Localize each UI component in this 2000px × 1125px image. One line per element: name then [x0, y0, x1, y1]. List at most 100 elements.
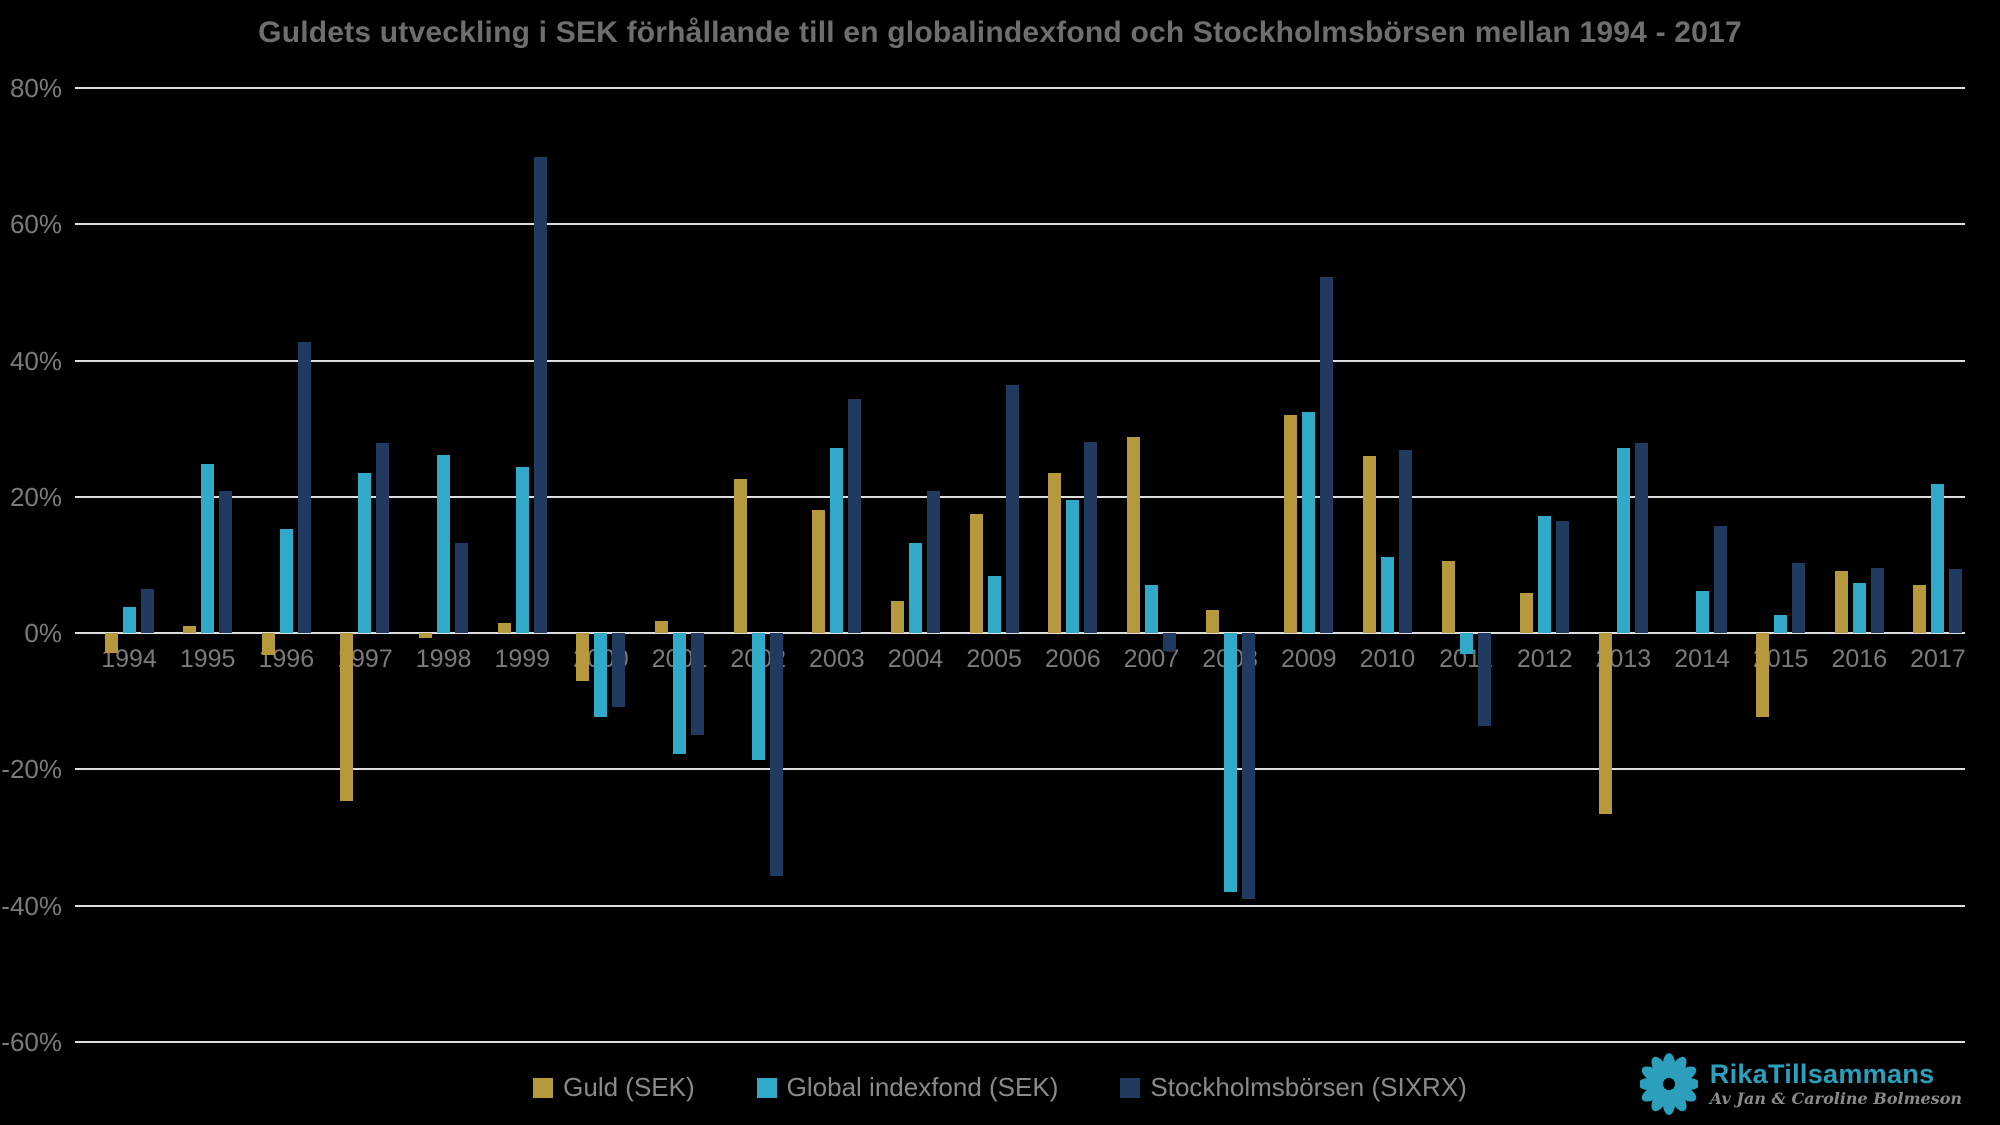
bar-navy-1997: [376, 442, 390, 633]
x-axis-label: 1994: [101, 645, 157, 673]
flower-icon: [1639, 1053, 1698, 1115]
y-axis-label: 0%: [24, 618, 62, 648]
brand-logo: RikaTillsammans Av Jan & Caroline Bolmes…: [1639, 1051, 1962, 1117]
x-axis-label: 1996: [258, 645, 315, 673]
x-axis-label: 2004: [887, 645, 944, 673]
bar-gold-2017: [1913, 585, 1927, 633]
bar-cyan-2008: [1223, 633, 1237, 892]
bar-cyan-2004: [909, 543, 922, 633]
x-axis-label: 1999: [494, 645, 551, 673]
bar-gold-1995: [183, 626, 197, 633]
bar-navy-2011: [1477, 633, 1491, 726]
x-axis-label: 1997: [337, 645, 393, 673]
y-axis-label: -20%: [1, 754, 62, 785]
legend-item-gold: Guld (SEK): [533, 1072, 695, 1103]
bar-navy-2013: [1634, 442, 1648, 633]
bar-gold-2000: [576, 633, 590, 681]
gridline: [75, 632, 1965, 634]
bar-navy-2000: [612, 633, 626, 708]
x-axis-label: 2014: [1674, 645, 1730, 673]
bar-navy-1999: [533, 157, 547, 633]
x-axis-label: 2005: [966, 645, 1022, 673]
bar-gold-2002: [733, 479, 747, 633]
gridline: [75, 768, 1965, 771]
chart-legend: Guld (SEK) Global indexfond (SEK) Stockhol…: [0, 1072, 2000, 1103]
bar-cyan-2015: [1774, 614, 1788, 633]
bar-cyan-2005: [987, 575, 1001, 633]
legend-label: Guld (SEK): [563, 1072, 695, 1102]
bar-gold-2006: [1048, 472, 1062, 633]
bar-gold-2013: [1598, 633, 1612, 815]
bar-navy-2006: [1084, 442, 1098, 633]
legend-item-cyan: Global indexfond (SEK): [756, 1072, 1059, 1103]
bar-navy-2010: [1398, 450, 1412, 633]
x-axis-label: 2009: [1280, 645, 1337, 673]
brand-tagline: Av Jan & Caroline Bolmeson: [1709, 1089, 1962, 1109]
x-axis-label: 2015: [1752, 645, 1809, 673]
y-axis-label: 20%: [9, 481, 62, 512]
x-axis-label: 1998: [415, 645, 472, 673]
bar-gold-1998: [419, 633, 433, 638]
bar-gold-2008: [1205, 609, 1219, 633]
bar-cyan-1994: [122, 607, 136, 633]
bar-cyan-2002: [751, 633, 765, 760]
bar-cyan-2011: [1459, 633, 1473, 655]
x-axis-label: 2003: [809, 645, 865, 673]
bar-navy-1994: [140, 588, 154, 633]
bar-cyan-2009: [1302, 411, 1316, 633]
bar-gold-1994: [104, 633, 118, 653]
y-axis-label: 40%: [9, 345, 62, 376]
chart-title: Guldets utveckling i SEK förhållande til…: [258, 16, 1742, 49]
bar-navy-2007: [1162, 633, 1176, 652]
bar-gold-2001: [655, 621, 669, 633]
bar-navy-2002: [769, 633, 783, 877]
x-axis-label: 1995: [179, 645, 236, 673]
bar-cyan-1995: [201, 464, 215, 633]
bar-cyan-2013: [1616, 447, 1630, 633]
brand-name: RikaTillsammans: [1709, 1059, 1935, 1090]
bar-navy-1995: [219, 491, 233, 633]
bar-cyan-2001: [673, 633, 687, 754]
y-axis-label: 80%: [9, 73, 62, 103]
bar-navy-2005: [1005, 385, 1019, 633]
bar-cyan-1998: [437, 455, 451, 633]
bar-cyan-2000: [594, 633, 608, 718]
bar-gold-2005: [969, 513, 983, 633]
x-axis-label: 2006: [1044, 645, 1101, 673]
bar-cyan-2010: [1380, 557, 1394, 633]
y-axis-label: -60%: [1, 1026, 62, 1057]
bar-navy-2004: [927, 491, 940, 633]
y-axis-label: -40%: [1, 890, 62, 921]
bar-navy-2015: [1792, 562, 1806, 633]
bar-cyan-2017: [1931, 483, 1945, 633]
legend-label: Global indexfond (SEK): [786, 1072, 1059, 1102]
bar-navy-1998: [455, 543, 469, 633]
legend-label: Stockholmsbörsen (SIXRX): [1150, 1072, 1467, 1102]
bar-cyan-1997: [358, 472, 372, 633]
bar-gold-1996: [261, 633, 275, 655]
gridline: [75, 359, 1965, 362]
x-axis-label: 2016: [1831, 645, 1888, 673]
bar-gold-1999: [497, 623, 511, 633]
bar-gold-2003: [812, 509, 826, 633]
legend-marker-cyan: [756, 1077, 777, 1098]
bar-navy-2003: [848, 399, 862, 633]
bar-navy-1996: [297, 342, 311, 633]
x-axis-label: 2012: [1516, 645, 1573, 673]
bar-gold-2010: [1362, 455, 1376, 633]
x-axis-label: 2017: [1910, 645, 1966, 673]
bar-cyan-2007: [1144, 585, 1158, 633]
bar-gold-2011: [1441, 561, 1455, 633]
bar-navy-2014: [1713, 526, 1727, 633]
bar-gold-1997: [340, 633, 354, 802]
bar-navy-2012: [1556, 521, 1570, 633]
bar-cyan-1999: [515, 467, 529, 633]
bar-navy-2008: [1241, 633, 1255, 899]
bar-cyan-2003: [830, 448, 844, 633]
legend-marker-gold: [533, 1077, 554, 1098]
gridline: [75, 223, 1965, 226]
gridline: [75, 87, 1965, 89]
x-axis-label: 2007: [1123, 645, 1180, 673]
gridline: [75, 495, 1965, 498]
